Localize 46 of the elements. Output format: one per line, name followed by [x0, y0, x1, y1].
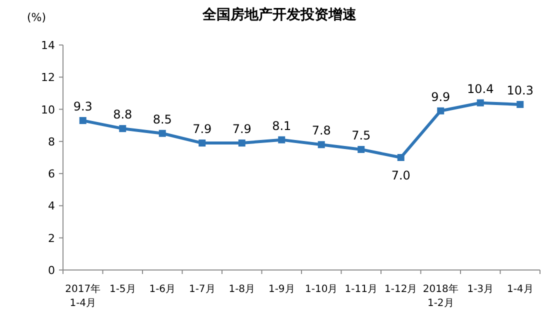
point [238, 140, 246, 147]
point [516, 100, 524, 108]
y-tick-label: 2 [48, 232, 55, 245]
data-label: 7.9 [232, 122, 252, 136]
y-tick-label: 12 [41, 71, 55, 84]
y-tick-label: 0 [48, 264, 55, 277]
point [476, 99, 484, 106]
point [119, 125, 126, 132]
point [437, 107, 444, 114]
y-tick-label: 10 [41, 103, 55, 116]
y-tick-label: 4 [48, 200, 55, 213]
point [198, 140, 206, 147]
x-tick-label: 2017年 1-4月 [65, 283, 101, 309]
data-label: 9.9 [431, 90, 450, 104]
data-label: 7.5 [352, 128, 371, 142]
y-tick-label: 6 [48, 168, 55, 181]
point [278, 136, 286, 144]
data-label: 10.3 [506, 83, 534, 98]
x-tick-label: 1-7月 [188, 284, 216, 295]
x-tick-label: 1-6月 [149, 284, 176, 295]
data-label: 7.9 [192, 122, 212, 136]
y-tick-label: 8 [48, 135, 55, 148]
x-tick-label: 1-5月 [109, 284, 136, 295]
point [158, 130, 166, 137]
data-label: 10.4 [467, 82, 494, 96]
y-tick-label: 14 [41, 39, 55, 52]
x-tick-label: 1-3月 [467, 284, 494, 295]
chart-title: 全国房地产开发投资增速 [202, 6, 358, 23]
x-tick-label: 1-12月 [384, 284, 418, 295]
x-tick-label: 1-8月 [228, 284, 256, 295]
y-axis-title: (%) [27, 11, 46, 24]
data-label: 8.1 [272, 118, 292, 133]
point [397, 154, 404, 161]
point [358, 146, 365, 153]
x-tick-label: 1-10月 [305, 284, 338, 295]
point [79, 117, 86, 124]
data-label: 8.8 [113, 108, 132, 122]
x-tick-label: 1-9月 [268, 284, 295, 295]
point [318, 141, 325, 148]
x-tick-label: 2018年 1-2月 [422, 283, 458, 309]
x-tick-label: 1-11月 [344, 284, 378, 295]
data-label: 7.8 [312, 124, 331, 138]
x-tick-label: 1-4月 [506, 284, 534, 295]
data-label: 8.5 [152, 112, 172, 126]
data-label: 9.3 [73, 100, 92, 114]
data-label: 7.0 [391, 168, 410, 182]
